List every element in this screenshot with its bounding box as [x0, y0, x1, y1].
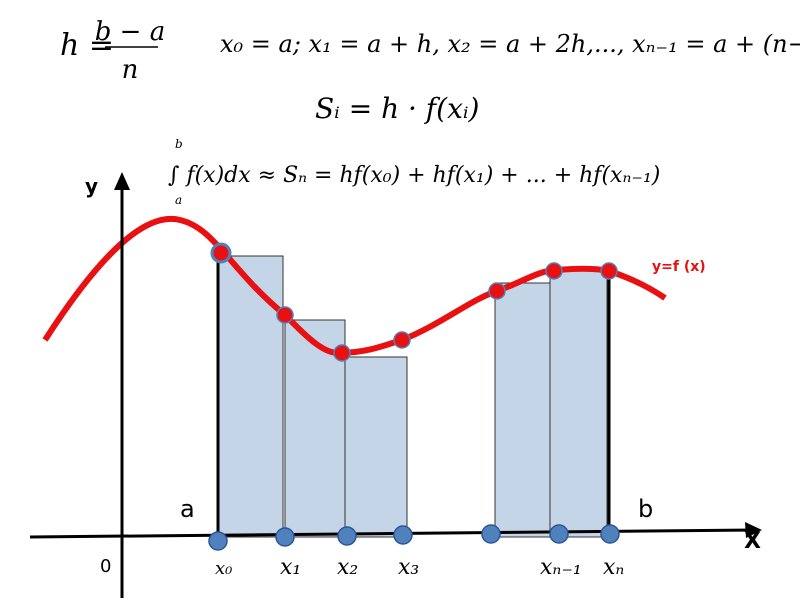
arrow: [114, 172, 130, 190]
arrow: [745, 522, 762, 538]
node-label: x₁: [280, 555, 301, 580]
curve-label: y=f (x): [652, 259, 706, 275]
rectangles: [217, 255, 608, 538]
point: [210, 242, 232, 264]
formula: h =: [60, 28, 114, 63]
rectangle: [217, 255, 284, 538]
node: [549, 524, 569, 544]
formula: n: [122, 55, 139, 85]
node: [275, 527, 295, 547]
node: [208, 531, 228, 551]
node-label: xₙ₋₁: [540, 555, 582, 580]
rectangle: [549, 267, 608, 538]
node: [481, 524, 501, 544]
x-axis: [29, 528, 756, 539]
formula: a: [175, 193, 182, 207]
point: [545, 262, 563, 280]
points: [210, 242, 618, 362]
axis-label: y: [85, 174, 98, 198]
node: [393, 525, 413, 545]
formula: Sᵢ = h · f(xᵢ): [315, 92, 479, 125]
point: [600, 262, 618, 280]
nodes: [208, 524, 620, 551]
point: [393, 331, 411, 349]
formula: b − a: [95, 17, 165, 47]
formula: ∫ f(x)dx ≈ Sₙ = hf(x₀) + hf(x₁) + ... + …: [168, 163, 660, 188]
point: [276, 306, 294, 324]
formula: x₀ = a; x₁ = a + h, x₂ = a + 2h,..., xₙ₋…: [220, 30, 800, 58]
rectangle: [344, 356, 408, 538]
point: [333, 344, 351, 362]
axis-label: X: [744, 529, 761, 554]
point: [488, 282, 506, 300]
origin-label: 0: [100, 556, 111, 577]
rectangle: [494, 282, 551, 538]
node: [600, 524, 620, 544]
node-label: xₙ: [603, 555, 624, 580]
node: [337, 526, 357, 546]
node-label: x₃: [398, 555, 419, 580]
bound-label: b: [638, 495, 653, 523]
curve: [42, 215, 667, 357]
bound-label: a: [180, 495, 195, 523]
formula: b: [175, 137, 183, 151]
node-label: x₀: [215, 558, 232, 579]
node-label: x₂: [337, 555, 358, 580]
